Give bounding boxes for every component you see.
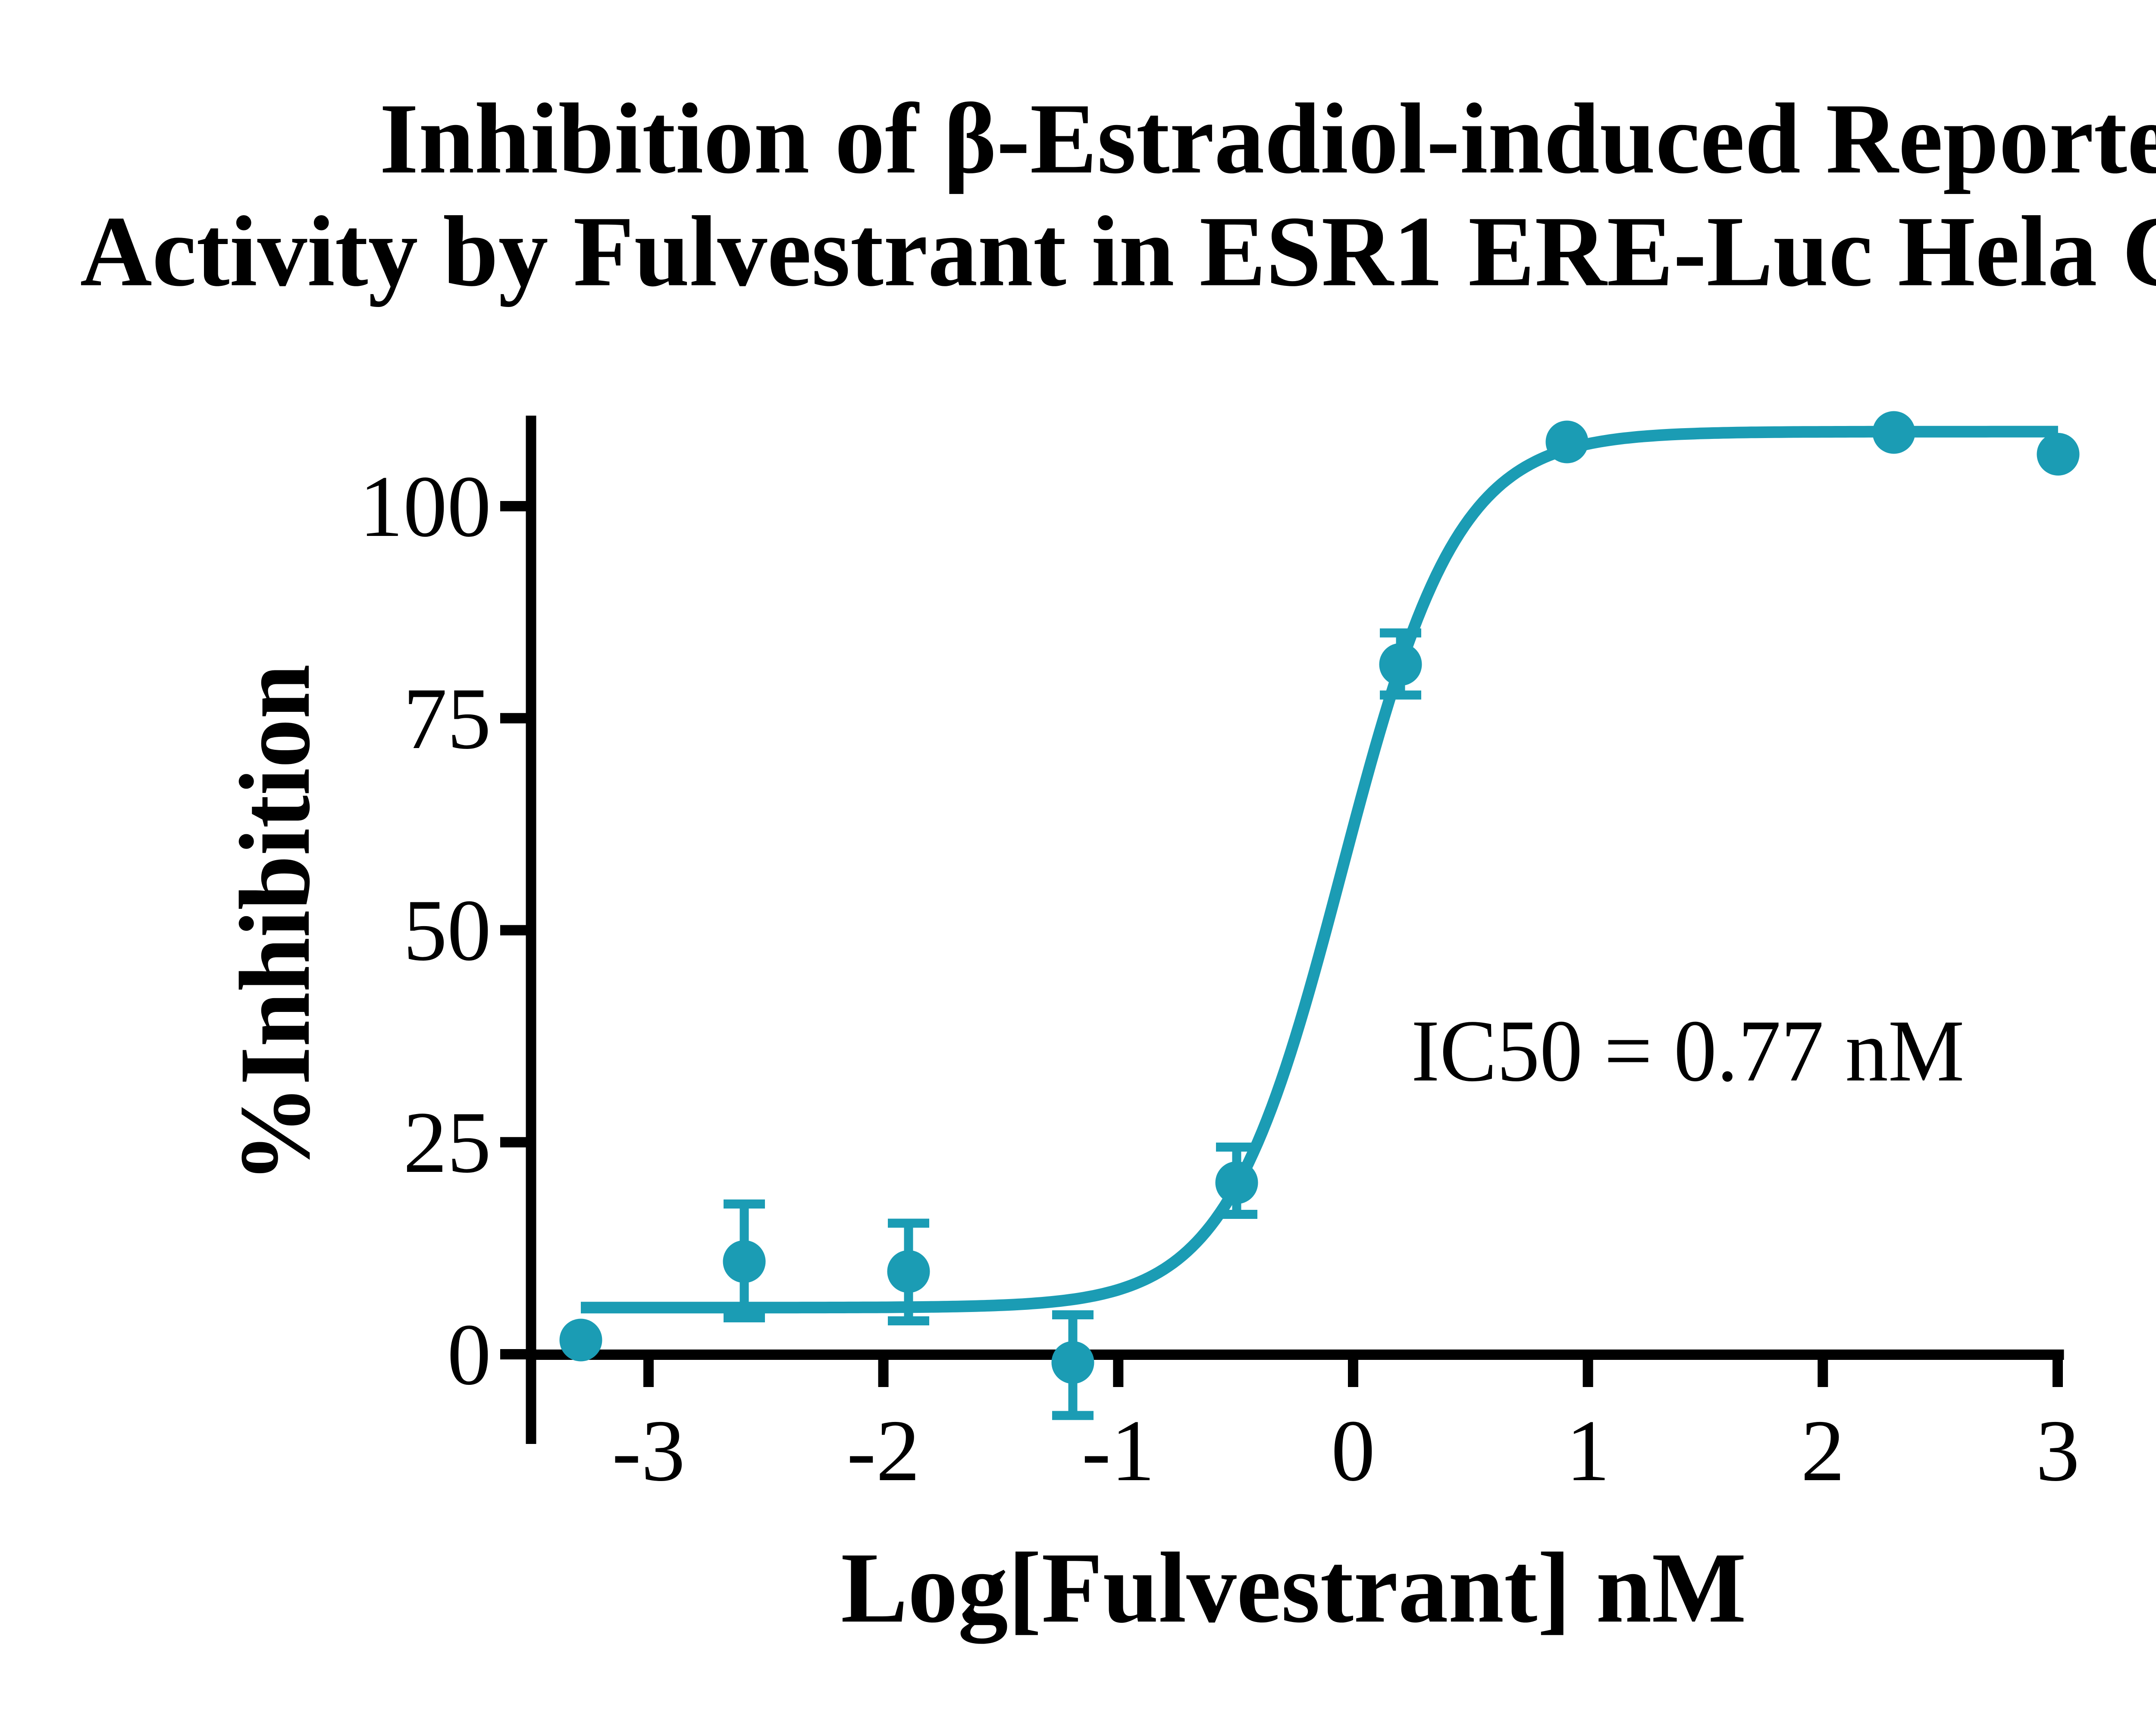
svg-text:0: 0 xyxy=(1331,1402,1375,1500)
svg-text:-3: -3 xyxy=(612,1402,685,1500)
svg-text:-2: -2 xyxy=(847,1402,920,1500)
svg-text:1: 1 xyxy=(1566,1402,1610,1500)
svg-text:3: 3 xyxy=(2036,1402,2080,1500)
svg-text:-1: -1 xyxy=(1081,1402,1155,1500)
svg-text:75: 75 xyxy=(403,670,491,767)
svg-text:IC50 = 0.77 nM: IC50 = 0.77 nM xyxy=(1411,1002,1965,1100)
svg-text:100: 100 xyxy=(359,458,491,555)
svg-text:Activity by Fulvestrant in ESR: Activity by Fulvestrant in ESR1 ERE-Luc … xyxy=(80,195,2156,307)
svg-text:%Inhibition: %Inhibition xyxy=(219,664,331,1184)
svg-text:Inhibition of β-Estradiol-indu: Inhibition of β-Estradiol-induced Report… xyxy=(379,82,2156,194)
svg-text:Log[Fulvestrant] nM: Log[Fulvestrant] nM xyxy=(841,1531,1746,1644)
svg-text:25: 25 xyxy=(403,1094,491,1191)
svg-text:2: 2 xyxy=(1801,1402,1845,1500)
svg-text:0: 0 xyxy=(447,1306,491,1403)
svg-text:50: 50 xyxy=(403,882,491,979)
